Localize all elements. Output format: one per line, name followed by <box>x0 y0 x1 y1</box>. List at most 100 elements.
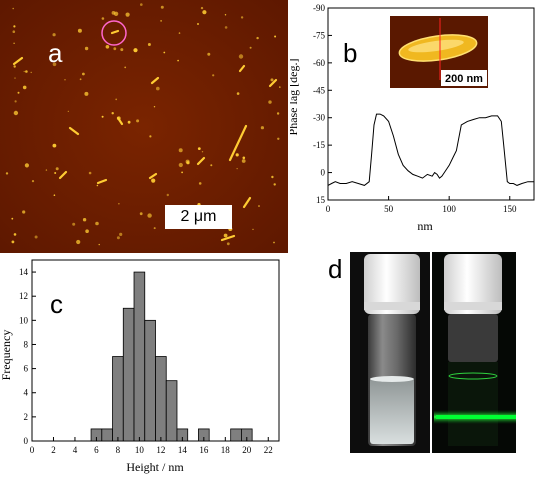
afm-dot <box>198 182 202 185</box>
afm-dot <box>14 77 16 79</box>
hist-bar <box>101 428 113 442</box>
afm-dot <box>119 232 123 236</box>
afm-rod <box>148 172 158 180</box>
afm-dot <box>136 119 140 123</box>
afm-dot <box>127 120 131 124</box>
afm-dot <box>82 218 87 222</box>
vial-photos-panel: d <box>320 252 536 477</box>
afm-dot <box>166 193 169 197</box>
hist-x-tick-label: 10 <box>135 445 145 455</box>
afm-dot <box>277 137 280 140</box>
afm-dot <box>98 243 100 246</box>
afm-dot <box>52 143 57 148</box>
afm-dot <box>163 51 166 54</box>
afm-dot <box>120 48 124 52</box>
hist-x-tick-label: 14 <box>178 445 188 455</box>
afm-dot <box>95 221 99 226</box>
afm-dot <box>12 30 16 33</box>
afm-dot <box>13 65 16 68</box>
afm-dot <box>260 126 264 130</box>
afm-dot <box>34 235 38 239</box>
afm-dot <box>11 217 14 220</box>
afm-dot <box>178 32 181 34</box>
height-histogram-panel: 0 2 4 6 8 10 12 14 0 2 4 6 8 10 12 14 16 18 20 22 Frequenc… <box>0 255 290 477</box>
afm-dot <box>13 42 15 44</box>
phase-y-tick-label: 15 <box>316 195 326 205</box>
hist-y-tick-label: 14 <box>19 267 29 277</box>
vial-laser-meniscus <box>448 372 498 380</box>
afm-dot <box>249 46 252 49</box>
afm-dot <box>13 25 16 28</box>
hist-x-tick-label: 4 <box>73 445 78 455</box>
hist-bar <box>155 356 167 442</box>
afm-dot <box>124 66 127 69</box>
hist-x-label: Height / nm <box>126 460 184 474</box>
afm-dot <box>224 14 227 16</box>
afm-dot <box>274 35 277 38</box>
afm-dot <box>13 233 17 236</box>
afm-dot <box>197 147 201 151</box>
afm-dot <box>223 233 228 238</box>
afm-dot <box>11 240 15 244</box>
afm-dot <box>207 52 211 56</box>
panel-d-letter: d <box>328 254 342 284</box>
phase-profile-panel: -90 -75 -60 -45 -30 -15 0 15 0 50 100 150 Phase la… <box>286 0 536 240</box>
afm-dot <box>55 167 59 171</box>
hist-y-tick-label: 10 <box>19 315 29 325</box>
afm-background <box>0 0 288 253</box>
afm-dot <box>30 71 32 74</box>
afm-dot <box>125 12 130 17</box>
afm-image <box>0 0 288 253</box>
phase-y-tick-label: -15 <box>313 140 325 150</box>
afm-dot <box>240 16 244 19</box>
vial-ambient-cap <box>364 254 420 314</box>
afm-dot <box>238 54 244 59</box>
afm-rod <box>116 116 124 126</box>
hist-bar <box>144 319 156 442</box>
vial-ambient-liquid <box>370 378 414 444</box>
afm-dot <box>160 20 163 22</box>
panel-b-letter: b <box>343 38 357 68</box>
afm-rod <box>58 170 68 180</box>
afm-dot <box>105 45 110 49</box>
phase-y-label: Phase lag [deg.] <box>290 59 300 136</box>
afm-dot <box>115 98 118 101</box>
afm-dot <box>185 159 190 164</box>
phase-y-tick-label: -45 <box>313 85 325 95</box>
hist-y-tick-label: 4 <box>24 388 29 398</box>
afm-dot <box>14 100 17 103</box>
phase-x-label: nm <box>417 219 433 233</box>
afm-dot <box>79 78 82 81</box>
vial-photos: d <box>328 252 516 453</box>
afm-dot <box>226 242 230 246</box>
afm-dot <box>22 210 26 214</box>
afm-dot <box>111 112 114 115</box>
phase-profile-line <box>327 113 534 186</box>
afm-rod <box>268 78 278 88</box>
afm-dot <box>197 23 199 25</box>
afm-dot <box>156 86 160 91</box>
afm-dot <box>77 28 82 33</box>
hist-y-tick-label: 0 <box>24 436 29 446</box>
hist-bar <box>230 428 242 442</box>
vial-laser <box>432 252 516 453</box>
phase-x-ticks: 0 50 100 150 <box>326 196 517 214</box>
afm-dot <box>52 62 57 67</box>
hist-y-tick-label: 12 <box>19 291 28 301</box>
afm-rod <box>150 76 160 85</box>
afm-dot <box>139 212 143 216</box>
afm-dot <box>101 115 104 118</box>
afm-dot <box>84 91 89 96</box>
afm-dot <box>72 222 76 226</box>
hist-x-tick-label: 2 <box>51 445 56 455</box>
afm-dot <box>5 172 9 175</box>
tyndall-beam <box>436 415 516 419</box>
afm-dot <box>111 11 116 15</box>
hist-x-ticks: 0 2 4 6 8 10 12 14 16 18 20 22 <box>30 437 273 455</box>
afm-rod <box>110 29 120 35</box>
afm-dot <box>149 135 152 138</box>
afm-dot <box>76 239 81 245</box>
hist-x-tick-label: 8 <box>116 445 121 455</box>
afm-dot <box>13 110 19 116</box>
afm-rod <box>196 156 206 166</box>
